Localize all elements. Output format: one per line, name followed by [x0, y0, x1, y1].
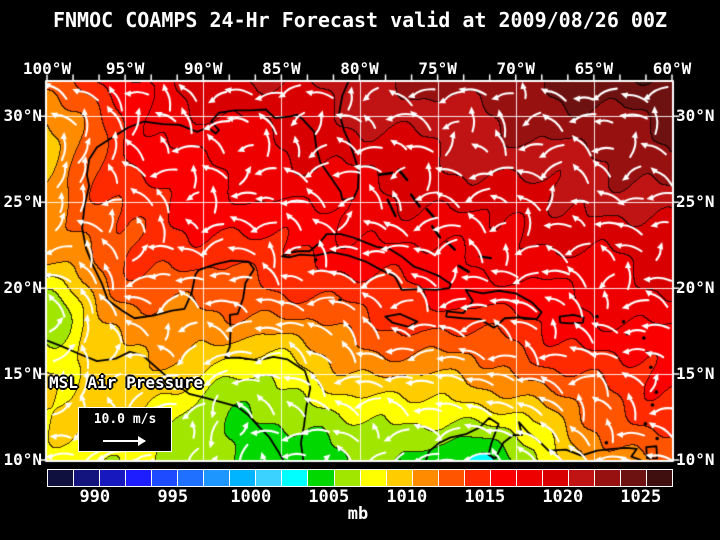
colorbar-tick-label-7: 1025	[620, 487, 662, 507]
lon-tick-label-7: 65°W	[574, 59, 614, 78]
lon-tick-label-5: 75°W	[418, 59, 457, 78]
colorbar-cell-10	[308, 470, 334, 486]
colorbar-cell-7	[230, 470, 256, 486]
colorbar-cell-4	[152, 470, 178, 486]
colorbar-tick-label-0: 990	[79, 487, 111, 507]
colorbar-cell-15	[438, 470, 464, 486]
colorbar-cell-19	[542, 470, 568, 486]
lat-tick-label-left-0: 30°N	[3, 106, 42, 126]
colorbar-cell-23	[647, 470, 673, 486]
lat-tick-label-right-4: 10°N	[676, 450, 715, 469]
colorbar-tick-label-1: 995	[157, 487, 189, 507]
wind-scale-arrow-icon	[103, 436, 146, 446]
colorbar-tick-label-3: 1005	[308, 487, 350, 507]
colorbar-cell-13	[386, 470, 412, 486]
lat-tick-label-right-3: 15°N	[676, 364, 715, 384]
colorbar-cell-11	[334, 470, 360, 486]
lat-tick-label-right-2: 20°N	[676, 278, 715, 298]
lat-tick-label-left-3: 15°N	[3, 364, 42, 384]
lat-tick-label-left-1: 25°N	[3, 192, 42, 212]
colorbar-cell-14	[412, 470, 438, 486]
colorbar-cell-12	[360, 470, 386, 486]
lat-tick-label-right-1: 25°N	[676, 192, 715, 212]
lon-tick-label-3: 85°W	[262, 59, 301, 78]
colorbar-cell-6	[204, 470, 230, 486]
colorbar-cell-9	[282, 470, 308, 486]
lon-tick-label-1: 95°W	[105, 59, 145, 78]
lon-tick-label-0: 100°W	[22, 59, 72, 78]
page-title: FNMOC COAMPS 24-Hr Forecast valid at 200…	[52, 8, 668, 32]
colorbar-cell-16	[464, 470, 490, 486]
colorbar-cell-2	[100, 470, 126, 486]
colorbar-cell-0	[48, 470, 74, 486]
colorbar-cell-22	[621, 470, 647, 486]
lat-tick-label-right-0: 30°N	[676, 106, 715, 126]
colorbar-cell-1	[74, 470, 100, 486]
colorbar-cell-21	[594, 470, 621, 486]
lon-tick-label-6: 70°W	[496, 59, 536, 78]
pressure-colorbar	[47, 469, 673, 487]
colorbar-cell-18	[516, 470, 542, 486]
field-name-label: MSL Air Pressure	[49, 373, 204, 392]
colorbar-cell-20	[568, 470, 594, 486]
lon-tick-label-4: 80°W	[340, 59, 379, 78]
colorbar-tick-label-2: 1000	[230, 487, 272, 507]
colorbar-cell-5	[178, 470, 204, 486]
colorbar-tick-label-4: 1010	[386, 487, 428, 507]
wind-scale-value: 10.0 m/s	[93, 412, 157, 427]
lat-tick-label-left-4: 10°N	[3, 450, 42, 469]
colorbar-tick-label-5: 1015	[464, 487, 506, 507]
lon-tick-label-8: 60°W	[652, 59, 692, 78]
colorbar-unit-label: mb	[347, 504, 369, 524]
colorbar-cell-3	[126, 470, 152, 486]
colorbar-cell-8	[256, 470, 282, 486]
lon-tick-label-2: 90°W	[183, 59, 223, 78]
wind-scale-legend: 10.0 m/s	[78, 407, 172, 452]
lat-tick-label-left-2: 20°N	[3, 278, 42, 298]
colorbar-tick-label-6: 1020	[542, 487, 584, 507]
colorbar-cell-17	[490, 470, 516, 486]
